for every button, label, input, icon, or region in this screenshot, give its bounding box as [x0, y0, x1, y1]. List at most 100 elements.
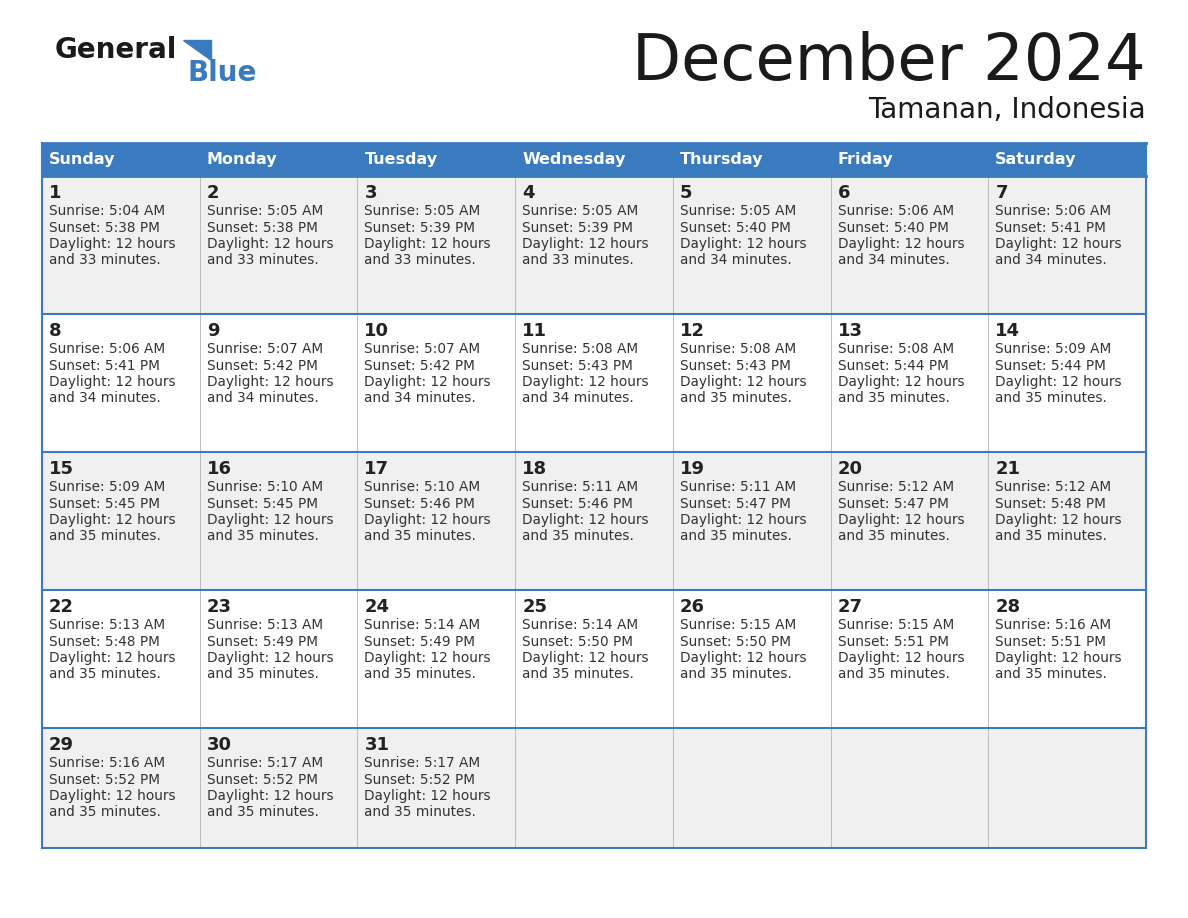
Text: Sunrise: 5:07 AM: Sunrise: 5:07 AM	[365, 342, 481, 356]
Text: and 35 minutes.: and 35 minutes.	[996, 667, 1107, 681]
Text: 11: 11	[523, 322, 548, 340]
Text: Daylight: 12 hours: Daylight: 12 hours	[996, 513, 1121, 527]
Text: and 33 minutes.: and 33 minutes.	[523, 253, 634, 267]
Text: Sunrise: 5:13 AM: Sunrise: 5:13 AM	[207, 618, 323, 632]
Text: Sunrise: 5:04 AM: Sunrise: 5:04 AM	[49, 204, 165, 218]
Text: 31: 31	[365, 736, 390, 754]
Text: and 35 minutes.: and 35 minutes.	[49, 530, 160, 543]
Text: and 33 minutes.: and 33 minutes.	[207, 253, 318, 267]
Text: 14: 14	[996, 322, 1020, 340]
Text: and 35 minutes.: and 35 minutes.	[365, 530, 476, 543]
Text: Sunset: 5:43 PM: Sunset: 5:43 PM	[523, 359, 633, 373]
Text: Sunrise: 5:05 AM: Sunrise: 5:05 AM	[523, 204, 638, 218]
Text: Daylight: 12 hours: Daylight: 12 hours	[49, 651, 176, 665]
Text: and 34 minutes.: and 34 minutes.	[523, 391, 634, 406]
Text: Daylight: 12 hours: Daylight: 12 hours	[523, 513, 649, 527]
Text: 30: 30	[207, 736, 232, 754]
Text: 28: 28	[996, 598, 1020, 616]
Text: 22: 22	[49, 598, 74, 616]
Text: 27: 27	[838, 598, 862, 616]
Text: Sunset: 5:46 PM: Sunset: 5:46 PM	[523, 497, 633, 510]
Text: 25: 25	[523, 598, 548, 616]
Polygon shape	[183, 40, 211, 60]
Text: and 35 minutes.: and 35 minutes.	[680, 530, 791, 543]
Text: 12: 12	[680, 322, 704, 340]
Text: Daylight: 12 hours: Daylight: 12 hours	[838, 513, 965, 527]
Text: Daylight: 12 hours: Daylight: 12 hours	[680, 375, 807, 389]
Text: Daylight: 12 hours: Daylight: 12 hours	[838, 651, 965, 665]
Text: 4: 4	[523, 184, 535, 202]
Text: Sunrise: 5:13 AM: Sunrise: 5:13 AM	[49, 618, 165, 632]
Text: Sunset: 5:40 PM: Sunset: 5:40 PM	[838, 220, 948, 234]
Text: Thursday: Thursday	[680, 152, 764, 167]
Text: 16: 16	[207, 460, 232, 478]
Bar	[42, 176, 1146, 314]
Text: Sunday: Sunday	[49, 152, 115, 167]
Text: Daylight: 12 hours: Daylight: 12 hours	[207, 651, 334, 665]
Text: Daylight: 12 hours: Daylight: 12 hours	[996, 651, 1121, 665]
Text: Sunset: 5:52 PM: Sunset: 5:52 PM	[207, 773, 317, 787]
Text: Sunset: 5:42 PM: Sunset: 5:42 PM	[365, 359, 475, 373]
Text: Sunrise: 5:08 AM: Sunrise: 5:08 AM	[523, 342, 638, 356]
Text: and 35 minutes.: and 35 minutes.	[207, 530, 318, 543]
Text: and 35 minutes.: and 35 minutes.	[680, 391, 791, 406]
Text: and 34 minutes.: and 34 minutes.	[365, 391, 476, 406]
Text: Daylight: 12 hours: Daylight: 12 hours	[365, 513, 491, 527]
Text: and 33 minutes.: and 33 minutes.	[49, 253, 160, 267]
Text: Daylight: 12 hours: Daylight: 12 hours	[49, 789, 176, 803]
Text: Sunrise: 5:09 AM: Sunrise: 5:09 AM	[996, 342, 1112, 356]
Bar	[830, 143, 988, 176]
Text: Sunset: 5:49 PM: Sunset: 5:49 PM	[207, 634, 317, 648]
Bar	[42, 452, 1146, 590]
Text: Wednesday: Wednesday	[523, 152, 626, 167]
Text: Sunrise: 5:17 AM: Sunrise: 5:17 AM	[207, 756, 323, 770]
Text: Sunset: 5:47 PM: Sunset: 5:47 PM	[838, 497, 948, 510]
Text: 13: 13	[838, 322, 862, 340]
Text: Daylight: 12 hours: Daylight: 12 hours	[523, 651, 649, 665]
Text: 8: 8	[49, 322, 62, 340]
Bar	[42, 314, 1146, 452]
Text: Sunset: 5:51 PM: Sunset: 5:51 PM	[996, 634, 1106, 648]
Bar	[42, 143, 200, 176]
Text: and 35 minutes.: and 35 minutes.	[838, 530, 949, 543]
Text: Sunset: 5:39 PM: Sunset: 5:39 PM	[523, 220, 633, 234]
Text: Sunset: 5:50 PM: Sunset: 5:50 PM	[680, 634, 791, 648]
Text: Sunset: 5:50 PM: Sunset: 5:50 PM	[523, 634, 633, 648]
Text: Tamanan, Indonesia: Tamanan, Indonesia	[868, 96, 1146, 124]
Text: Monday: Monday	[207, 152, 277, 167]
Text: Sunset: 5:51 PM: Sunset: 5:51 PM	[838, 634, 948, 648]
Text: and 35 minutes.: and 35 minutes.	[365, 805, 476, 820]
Text: and 35 minutes.: and 35 minutes.	[49, 805, 160, 820]
Text: General: General	[55, 36, 177, 64]
Text: Sunrise: 5:06 AM: Sunrise: 5:06 AM	[996, 204, 1112, 218]
Text: Daylight: 12 hours: Daylight: 12 hours	[49, 375, 176, 389]
Text: and 35 minutes.: and 35 minutes.	[838, 667, 949, 681]
Text: Sunrise: 5:11 AM: Sunrise: 5:11 AM	[523, 480, 638, 494]
Bar	[988, 143, 1146, 176]
Text: and 35 minutes.: and 35 minutes.	[207, 667, 318, 681]
Text: 21: 21	[996, 460, 1020, 478]
Text: 7: 7	[996, 184, 1007, 202]
Text: 26: 26	[680, 598, 704, 616]
Text: and 35 minutes.: and 35 minutes.	[996, 391, 1107, 406]
Text: Sunrise: 5:14 AM: Sunrise: 5:14 AM	[523, 618, 638, 632]
Text: and 34 minutes.: and 34 minutes.	[49, 391, 160, 406]
Text: Sunrise: 5:05 AM: Sunrise: 5:05 AM	[207, 204, 323, 218]
Text: Daylight: 12 hours: Daylight: 12 hours	[207, 375, 334, 389]
Bar	[42, 728, 1146, 848]
Text: 3: 3	[365, 184, 377, 202]
Text: 1: 1	[49, 184, 62, 202]
Text: Sunset: 5:48 PM: Sunset: 5:48 PM	[49, 634, 160, 648]
Text: Sunrise: 5:11 AM: Sunrise: 5:11 AM	[680, 480, 796, 494]
Text: Daylight: 12 hours: Daylight: 12 hours	[207, 789, 334, 803]
Text: Daylight: 12 hours: Daylight: 12 hours	[996, 375, 1121, 389]
Text: Daylight: 12 hours: Daylight: 12 hours	[365, 789, 491, 803]
Text: Sunrise: 5:08 AM: Sunrise: 5:08 AM	[838, 342, 954, 356]
Text: Sunset: 5:47 PM: Sunset: 5:47 PM	[680, 497, 791, 510]
Text: Sunrise: 5:17 AM: Sunrise: 5:17 AM	[365, 756, 481, 770]
Text: Sunset: 5:52 PM: Sunset: 5:52 PM	[365, 773, 475, 787]
Text: Sunset: 5:38 PM: Sunset: 5:38 PM	[49, 220, 160, 234]
Text: Sunrise: 5:08 AM: Sunrise: 5:08 AM	[680, 342, 796, 356]
Text: Daylight: 12 hours: Daylight: 12 hours	[838, 237, 965, 251]
Bar	[200, 143, 358, 176]
